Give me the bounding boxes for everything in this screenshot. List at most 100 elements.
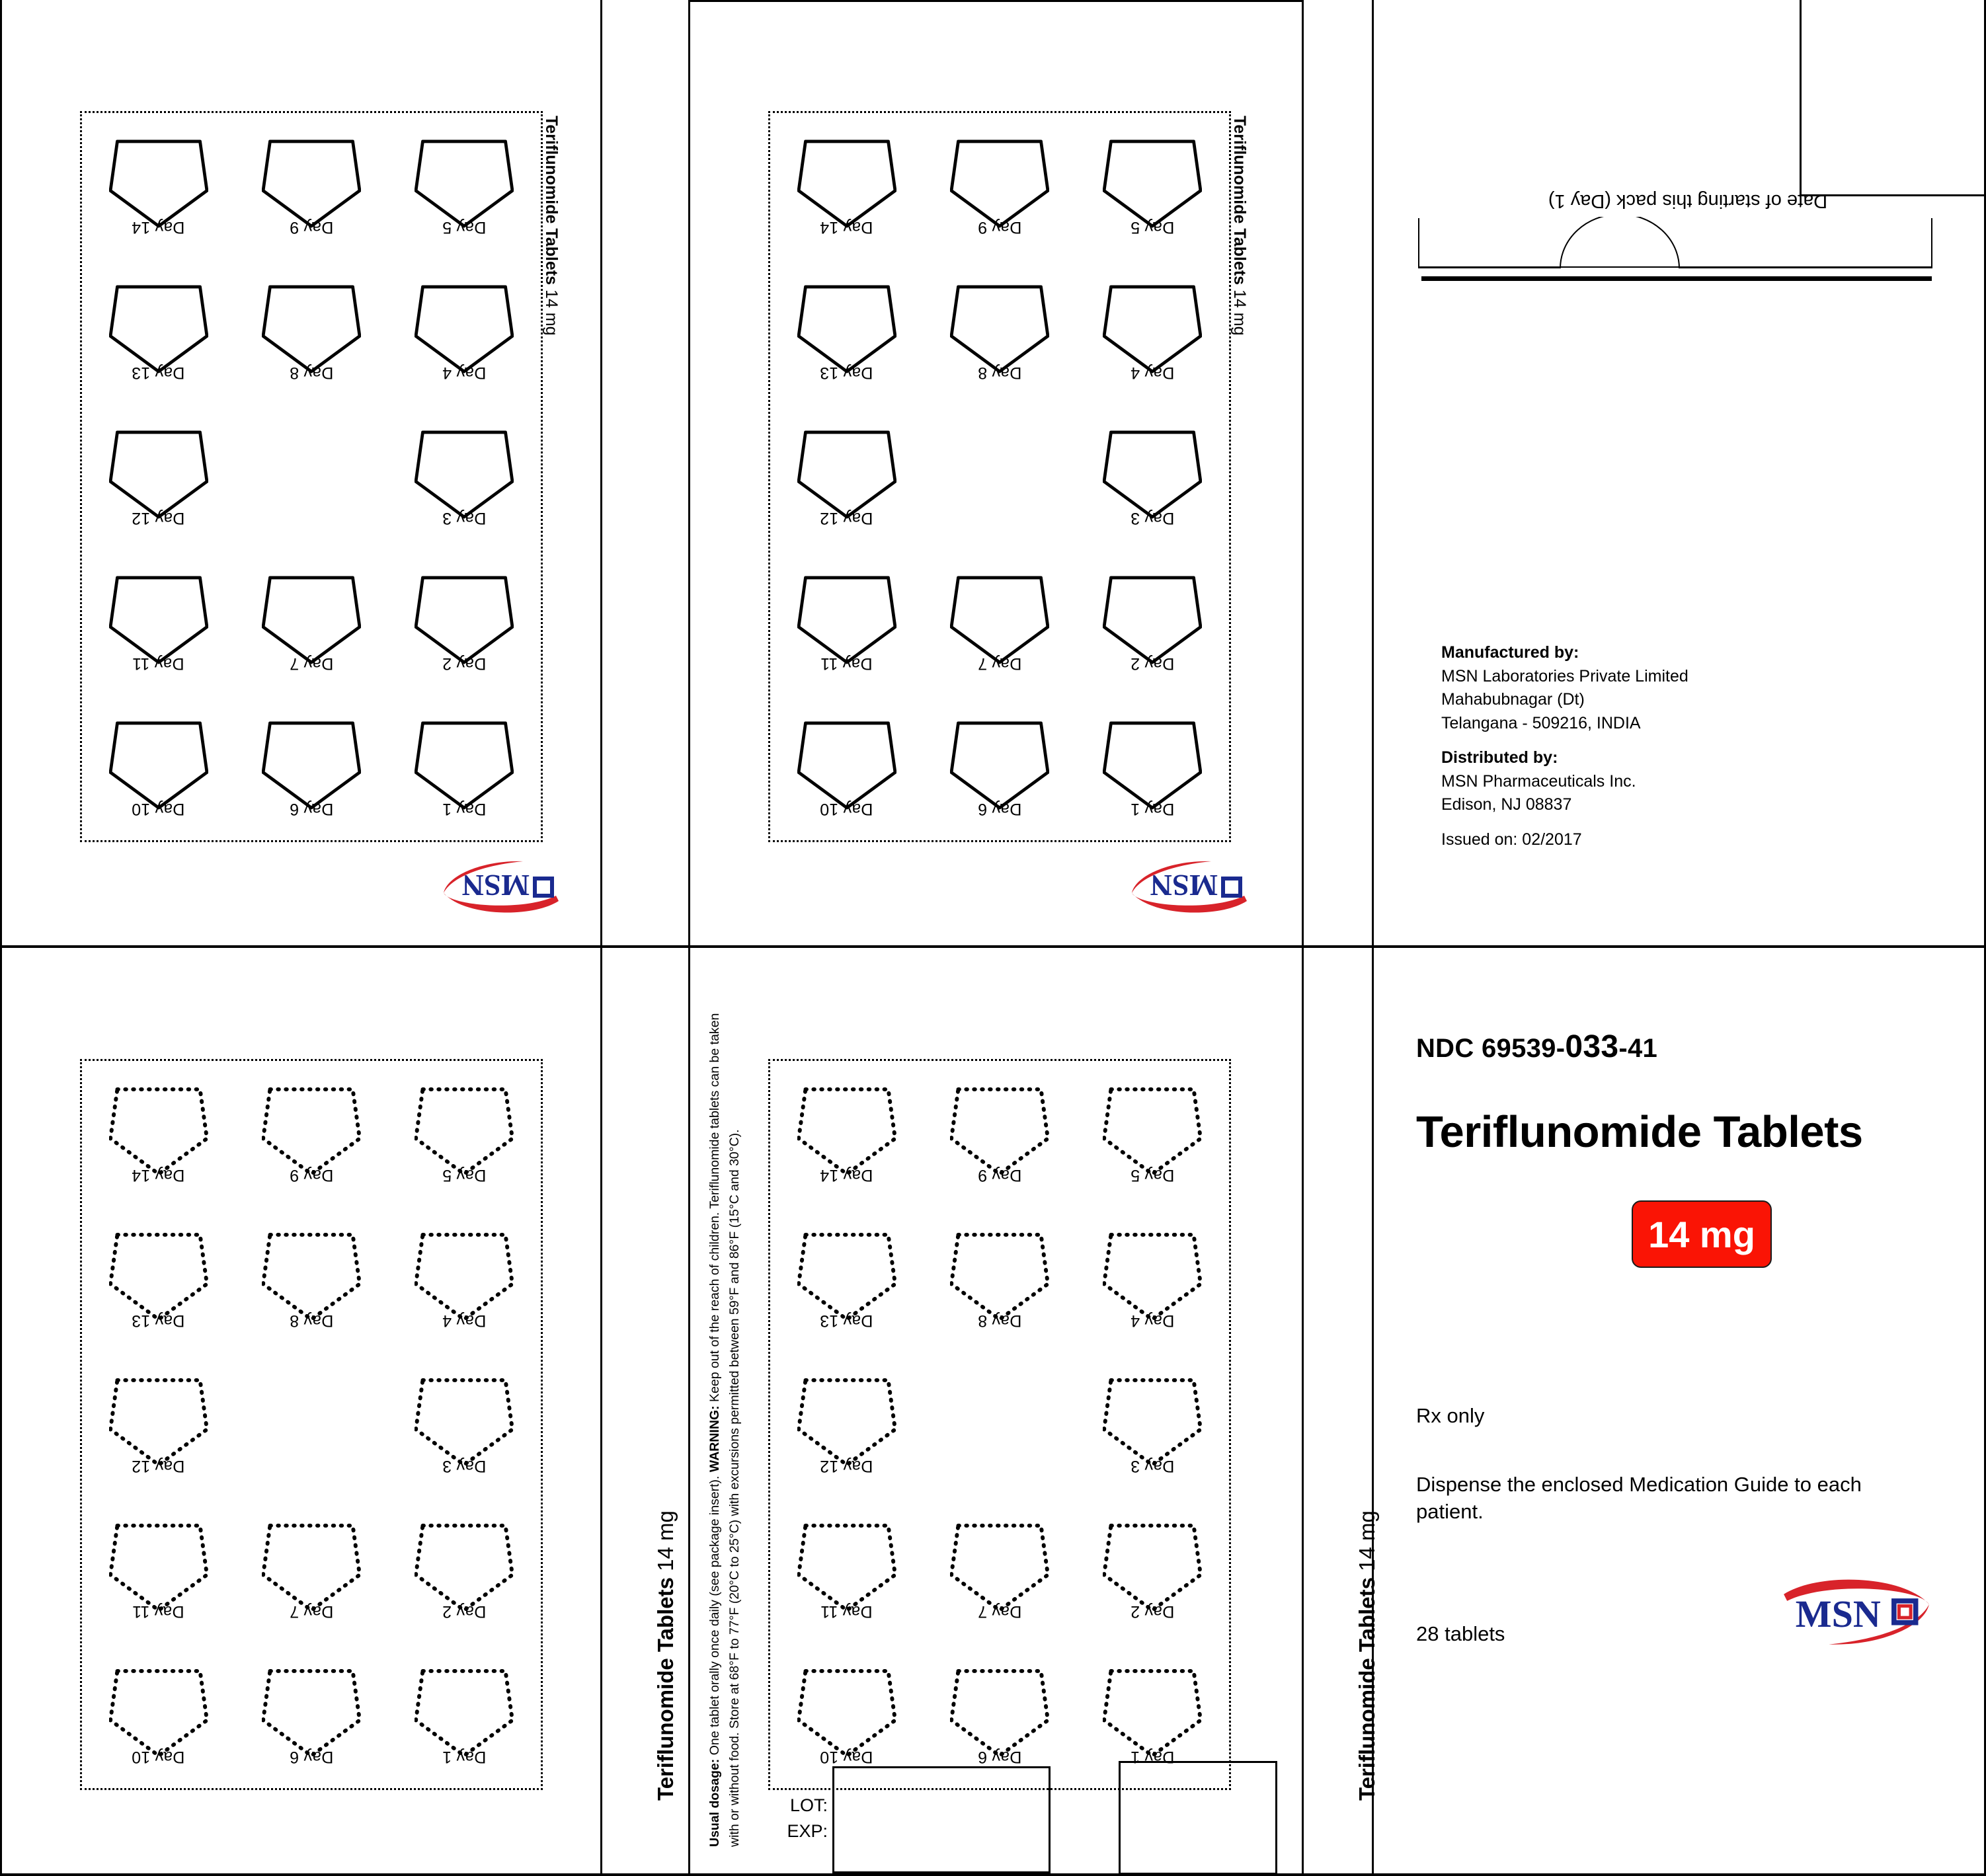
dieline-vertical-3 — [1302, 0, 1304, 948]
blister-day-label: Day 7 — [289, 654, 334, 673]
blister-cavity[interactable]: Day 1 — [388, 1643, 541, 1788]
blister-cavity[interactable]: Day 12 — [770, 1352, 923, 1497]
blister-cavity[interactable]: Day 3 — [388, 404, 541, 549]
blister-cavity[interactable]: Day 11 — [82, 1497, 235, 1643]
blister-day-label: Day 14 — [820, 1165, 873, 1185]
lot-exp-entry-box[interactable] — [832, 1766, 1051, 1873]
blister-cavity[interactable]: Day 9 — [235, 1061, 387, 1206]
usual-dosage-text: One tablet orally once daily (see packag… — [707, 1472, 722, 1759]
blister-cavity[interactable]: Day 7 — [235, 1497, 387, 1643]
blister-cavity[interactable]: Day 2 — [388, 549, 541, 695]
svg-text:MSN: MSN — [462, 869, 530, 902]
blister-cavity[interactable]: Day 5 — [388, 1061, 541, 1206]
blister-cavity[interactable]: Day 5 — [388, 113, 541, 258]
blister-cavity[interactable]: Day 10 — [82, 695, 235, 840]
blister-day-label: Day 11 — [132, 1602, 184, 1621]
blister-cavity[interactable]: Day 12 — [770, 404, 923, 549]
blister-cavity[interactable]: Day 13 — [770, 258, 923, 404]
blister-cavity[interactable]: Day 13 — [770, 1206, 923, 1352]
issued-on-text: Issued on: 02/2017 — [1441, 830, 1582, 849]
blister-day-label: Day 4 — [442, 1311, 487, 1330]
blister-cavity[interactable]: Day 5 — [1076, 1061, 1229, 1206]
blister-cavity[interactable]: Day 10 — [770, 695, 923, 840]
panel-blister-back-middle: Usual dosage: One tablet orally once dai… — [690, 948, 1379, 1875]
blister-cavity[interactable]: Day 6 — [235, 1643, 387, 1788]
blister-cavity[interactable]: Day 8 — [235, 258, 387, 404]
blister-cavity[interactable]: Day 4 — [388, 1206, 541, 1352]
distributed-by-heading: Distributed by: — [1441, 748, 1558, 767]
blister-day-label: Day 7 — [977, 1602, 1022, 1621]
manufacturer-line-1: MSN Laboratories Private Limited — [1441, 666, 1688, 685]
blister-cavity[interactable]: Day 11 — [770, 1497, 923, 1643]
blister-cavity[interactable]: Day 4 — [1076, 1206, 1229, 1352]
blister-cavity[interactable]: Day 6 — [923, 1643, 1076, 1788]
msn-logo-front-left: MSN — [438, 853, 564, 916]
blister-cavity[interactable]: Day 14 — [82, 113, 235, 258]
blister-cavity[interactable]: Day 6 — [923, 695, 1076, 840]
side-brand-text-front-middle: Teriflunomide Tablets 14 mg — [1230, 116, 1249, 336]
blister-cavity[interactable]: Day 14 — [82, 1061, 235, 1206]
dieline-vertical-2 — [688, 0, 690, 948]
blister-cavity[interactable]: Day 6 — [235, 695, 387, 840]
blister-day-label: Day 3 — [1131, 508, 1175, 528]
blister-day-label: Day 12 — [132, 508, 185, 528]
blister-cavity[interactable]: Day 4 — [388, 258, 541, 404]
blister-cavity[interactable]: Day 7 — [923, 549, 1076, 695]
blister-cavity[interactable]: Day 12 — [82, 404, 235, 549]
blister-cavity[interactable]: Day 9 — [923, 1061, 1076, 1206]
blister-day-label: Day 13 — [132, 1311, 185, 1330]
blister-cavity[interactable]: Day 7 — [923, 1497, 1076, 1643]
blister-day-label: Day 8 — [289, 1311, 334, 1330]
dieline-vertical-1-lower — [600, 948, 602, 1876]
blister-cavity[interactable]: Day 8 — [923, 1206, 1076, 1352]
blister-grid-back-middle: Day 14 Day 9 Day 5 Day 13 Day 8 Day 4 Day 12 Da… — [770, 1061, 1229, 1788]
medication-guide-statement: Dispense the enclosed Medication Guide t… — [1416, 1473, 1862, 1523]
blister-day-label: Day 7 — [289, 1602, 334, 1621]
lot-exp-block: LOT: EXP: — [764, 1766, 1134, 1873]
msn-logo-principal: MSN — [1777, 1576, 1936, 1655]
panel-blister-back-left: Day 14 Day 9 Day 5 Day 13 Day 8 Day 4 Day 12 Da… — [2, 948, 678, 1873]
blister-cavity[interactable]: Day 3 — [1076, 404, 1229, 549]
lot-label: LOT: — [789, 1795, 828, 1815]
blister-cavity[interactable]: Day 14 — [770, 1061, 923, 1206]
blister-cavity[interactable]: Day 12 — [82, 1352, 235, 1497]
blister-cavity[interactable]: Day 4 — [1076, 258, 1229, 404]
blister-day-label: Day 2 — [1131, 654, 1175, 673]
blister-cavity[interactable]: Day 14 — [770, 113, 923, 258]
blister-cavity[interactable]: Day 9 — [923, 113, 1076, 258]
blister-cavity[interactable]: Day 3 — [1076, 1352, 1229, 1497]
blister-cavity[interactable]: Day 2 — [388, 1497, 541, 1643]
blister-cavity[interactable]: Day 1 — [1076, 1643, 1229, 1788]
manufacturer-line-3: Telangana - 509216, INDIA — [1441, 713, 1641, 732]
blister-cavity[interactable]: Day 5 — [1076, 113, 1229, 258]
date-of-starting-label: Date of starting this pack (Day 1) — [1548, 190, 1828, 212]
dieline-vertical-right-lower — [1984, 948, 1986, 1876]
blister-cavity[interactable]: Day 1 — [388, 695, 541, 840]
distributor-line-2: Edison, NJ 08837 — [1441, 795, 1572, 814]
blister-day-label: Day 7 — [977, 654, 1022, 673]
blister-cavity[interactable]: Day 2 — [1076, 1497, 1229, 1643]
rx-only-statement: Rx only — [1416, 1404, 1485, 1427]
blister-cavity[interactable]: Day 1 — [1076, 695, 1229, 840]
blister-cavity[interactable]: Day 11 — [770, 549, 923, 695]
blister-cavity[interactable]: Day 13 — [82, 258, 235, 404]
dieline-vertical-3-lower — [1302, 948, 1304, 1876]
blister-cavity[interactable]: Day 10 — [82, 1643, 235, 1788]
blister-day-label: Day 14 — [132, 1165, 185, 1185]
blister-cavity[interactable]: Day 3 — [388, 1352, 541, 1497]
blister-day-label: Day 13 — [820, 363, 873, 382]
blister-cavity[interactable]: Day 13 — [82, 1206, 235, 1352]
blister-cavity[interactable]: Day 8 — [923, 258, 1076, 404]
blister-cavity[interactable]: Day 9 — [235, 113, 387, 258]
dieline-vertical-1 — [600, 0, 602, 948]
blister-day-label: Day 4 — [1131, 363, 1175, 382]
blister-cavity[interactable]: Day 11 — [82, 549, 235, 695]
lot-exp-labels: LOT: EXP: — [764, 1793, 828, 1844]
blister-day-label: Day 6 — [289, 799, 334, 818]
blister-cavity[interactable]: Day 2 — [1076, 549, 1229, 695]
blister-cavity[interactable]: Day 10 — [770, 1643, 923, 1788]
blister-cavity[interactable]: Day 7 — [235, 549, 387, 695]
blister-grid-front-middle: Day 14 Day 9 Day 5 Day 13 Day 8 Day 4 Day 12 Da… — [770, 113, 1229, 840]
blister-cavity[interactable]: Day 8 — [235, 1206, 387, 1352]
glue-flap-bottom-middle — [1119, 1761, 1277, 1875]
